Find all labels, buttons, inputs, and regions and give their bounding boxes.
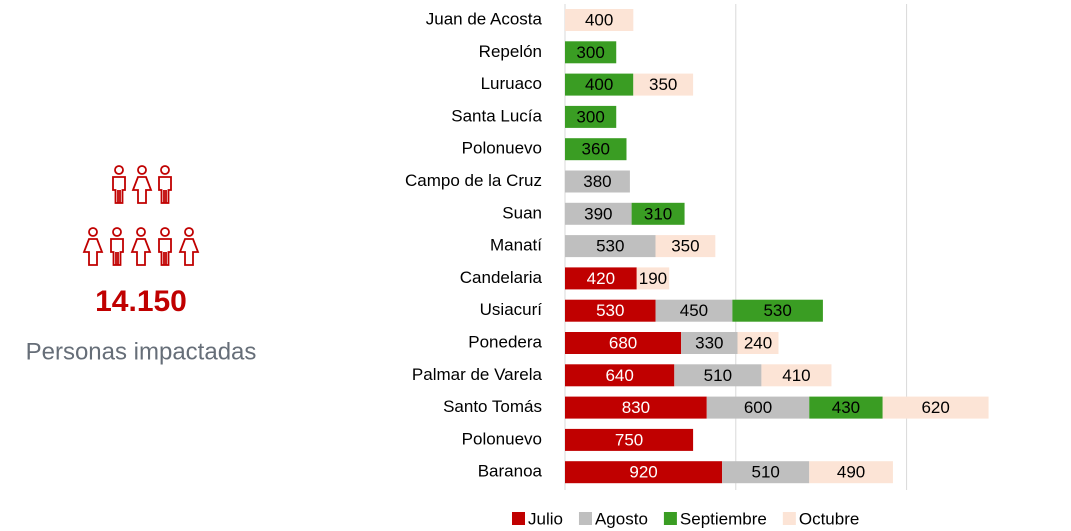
bar-segment [565, 235, 656, 258]
data-label: 240 [744, 333, 772, 352]
data-label: 350 [649, 75, 677, 94]
data-label: 680 [609, 333, 637, 352]
bar-segment [565, 41, 617, 64]
category-label: Baranoa [478, 462, 543, 481]
data-label: 300 [576, 43, 604, 62]
data-label: 420 [587, 269, 615, 288]
bar-segment [565, 138, 627, 161]
category-label: Polonuevo [462, 429, 542, 448]
category-label: Manatí [490, 236, 542, 255]
bar-segment [681, 332, 738, 354]
data-label: 300 [576, 107, 604, 126]
bar-segment [565, 396, 707, 419]
data-label: 920 [629, 463, 657, 482]
data-label: 510 [704, 366, 732, 385]
bar-segment [565, 202, 632, 225]
bar-segment [674, 364, 762, 387]
data-label: 530 [763, 301, 791, 320]
bar-segment [761, 364, 832, 387]
data-label: 190 [639, 269, 667, 288]
bar-segment [631, 202, 685, 225]
bar-segment [722, 461, 810, 484]
category-label: Campo de la Cruz [405, 171, 542, 190]
bar-segment [706, 396, 810, 419]
data-label: 410 [782, 366, 810, 385]
data-label: 360 [582, 140, 610, 159]
category-label: Luruaco [481, 74, 542, 93]
data-label: 390 [584, 204, 612, 223]
bar-segment [636, 267, 670, 290]
kpi-label: Personas impactadas [26, 338, 257, 365]
category-label: Ponedera [468, 332, 542, 351]
bar-segment [737, 332, 779, 354]
bar-segment [809, 461, 893, 484]
bar-segment [565, 73, 634, 96]
data-label: 330 [695, 333, 723, 352]
bar-segment [732, 299, 823, 322]
legend-swatch [512, 512, 525, 525]
category-label: Santo Tomás [443, 397, 542, 416]
bar-segment [565, 105, 617, 128]
legend-label: Agosto [595, 509, 648, 528]
data-label: 490 [837, 463, 865, 482]
bar-segment [565, 461, 723, 484]
legend-label: Septiembre [680, 509, 767, 528]
data-label: 510 [752, 463, 780, 482]
data-label: 400 [585, 75, 613, 94]
data-label: 380 [583, 172, 611, 191]
legend-swatch [782, 512, 796, 525]
bar-segment [565, 332, 682, 354]
legend-swatch [663, 512, 677, 525]
category-label: Polonuevo [462, 139, 542, 158]
legend-label: Octubre [799, 509, 859, 528]
data-label: 400 [585, 10, 613, 29]
data-label: 640 [605, 366, 633, 385]
people-icon [83, 165, 199, 266]
legend-label: Julio [528, 509, 563, 528]
data-label: 530 [596, 237, 624, 256]
category-label: Santa Lucía [451, 106, 542, 125]
bar-segment [565, 9, 634, 31]
data-label: 530 [596, 301, 624, 320]
bar-segment [655, 235, 716, 258]
category-label: Usiacurí [480, 300, 543, 319]
data-label: 750 [615, 430, 643, 449]
data-label: 600 [744, 398, 772, 417]
bar-segment [882, 396, 989, 419]
bar-segment [565, 428, 694, 451]
category-label: Palmar de Varela [412, 365, 543, 384]
data-label: 450 [680, 301, 708, 320]
kpi-value: 14.150 [95, 285, 187, 318]
data-label: 350 [671, 237, 699, 256]
category-label: Suan [502, 203, 542, 222]
category-label: Juan de Acosta [426, 9, 543, 28]
bar-segment [655, 299, 733, 322]
bar-segment [809, 396, 883, 419]
data-label: 430 [832, 398, 860, 417]
legend-swatch [578, 512, 592, 525]
bar-segment [633, 73, 694, 96]
category-label: Candelaria [460, 268, 543, 287]
data-label: 310 [644, 204, 672, 223]
data-label: 830 [622, 398, 650, 417]
bar-segment [565, 170, 630, 193]
bar-segment [565, 299, 656, 322]
category-label: Repelón [479, 42, 542, 61]
bar-segment [565, 267, 637, 290]
data-label: 620 [921, 398, 949, 417]
bar-segment [565, 364, 675, 387]
